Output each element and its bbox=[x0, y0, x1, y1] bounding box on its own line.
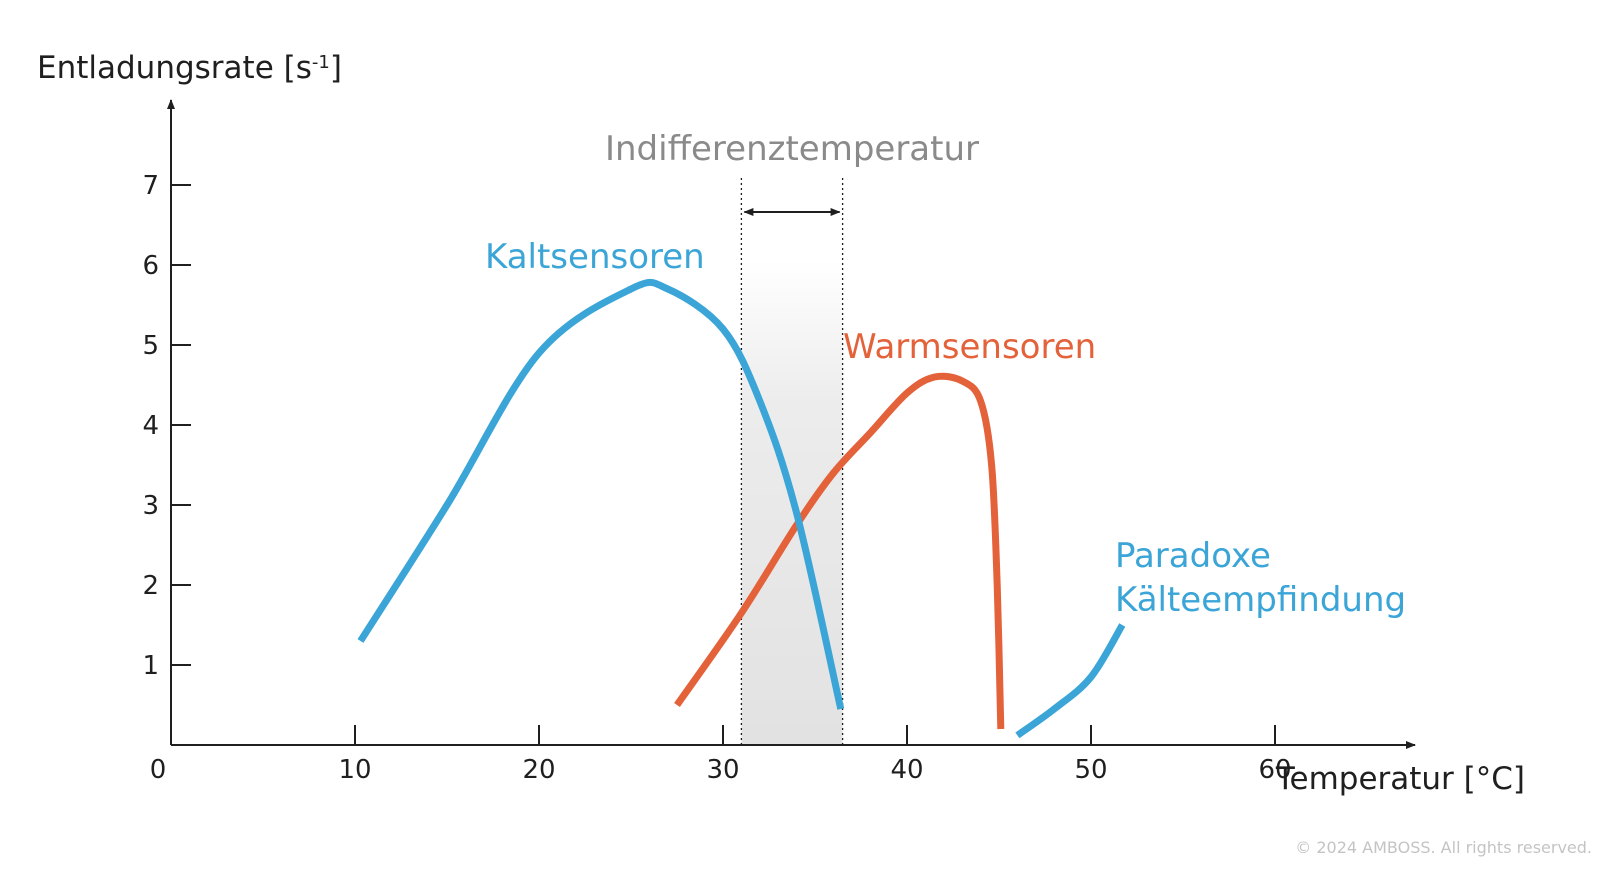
series-label-paradox-line1: Paradoxe bbox=[1115, 536, 1271, 576]
y-tick-label: 6 bbox=[142, 251, 159, 281]
series-line-paradox bbox=[1015, 623, 1126, 739]
series-label-paradox: Paradoxe Kälteempfindung bbox=[1115, 536, 1406, 620]
y-axis-title: Entladungsrate [s-1] bbox=[37, 50, 342, 86]
y-axis-title-sup: -1 bbox=[312, 52, 330, 73]
y-tick-label: 1 bbox=[142, 651, 159, 681]
series-label-warmsensoren: Warmsensoren bbox=[843, 327, 1096, 367]
series-label-kaltsensoren: Kaltsensoren bbox=[485, 237, 705, 277]
x-tick-label: 60 bbox=[1258, 755, 1291, 785]
series-label-paradox-line2: Kälteempfindung bbox=[1115, 580, 1406, 620]
y-tick-label: 4 bbox=[142, 411, 159, 441]
x-tick-label: 50 bbox=[1074, 755, 1107, 785]
x-axis-title: Temperatur [°C] bbox=[1275, 761, 1525, 797]
y-axis-title-main: Entladungsrate [s bbox=[37, 50, 312, 86]
series-line-warmsensoren bbox=[674, 372, 1005, 730]
x-tick-label: 20 bbox=[522, 755, 555, 785]
x-tick-label: 40 bbox=[890, 755, 923, 785]
series-line-kaltsensoren bbox=[357, 278, 845, 710]
x-tick-label: 10 bbox=[338, 755, 371, 785]
x-ticks: 0 10 20 30 40 50 60 bbox=[150, 725, 1292, 785]
y-ticks: 1 2 3 4 5 6 7 bbox=[142, 171, 191, 681]
y-tick-label: 2 bbox=[142, 571, 159, 601]
x-tick-label: 30 bbox=[706, 755, 739, 785]
copyright-notice: © 2024 AMBOSS. All rights reserved. bbox=[1295, 838, 1592, 857]
y-tick-label: 7 bbox=[142, 171, 159, 201]
y-tick-label: 5 bbox=[142, 331, 159, 361]
series-group bbox=[357, 278, 1126, 739]
band-title: Indifferenztemperatur bbox=[605, 129, 979, 169]
y-axis-title-end: ] bbox=[330, 50, 342, 86]
x-tick-label: 0 bbox=[150, 755, 167, 785]
y-tick-label: 3 bbox=[142, 491, 159, 521]
